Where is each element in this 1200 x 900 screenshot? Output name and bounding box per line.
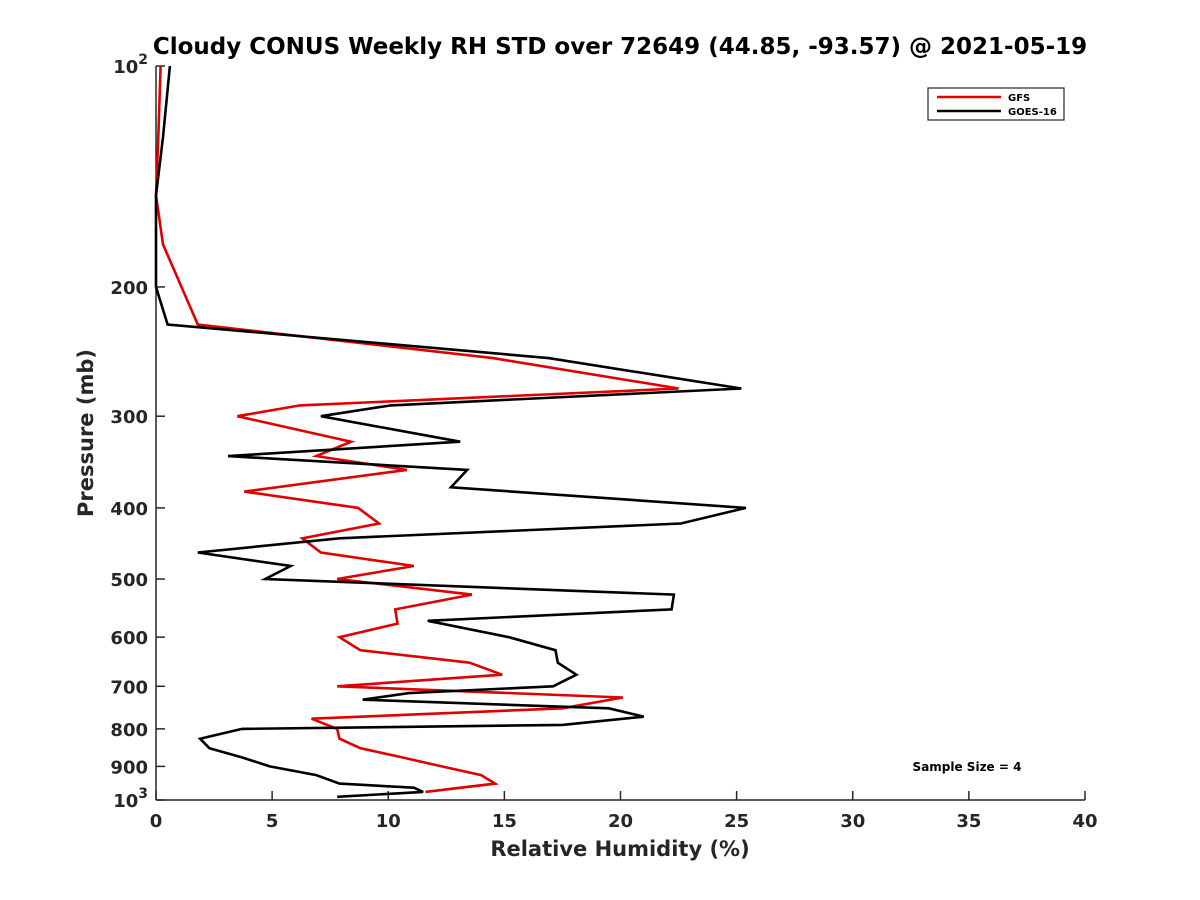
x-tick-label-10: 10 [376,811,401,832]
sample-size-annotation: Sample Size = 4 [913,760,1022,774]
x-axis-label: Relative Humidity (%) [490,837,749,861]
y-tick-label-900: 900 [110,757,148,778]
legend-box [927,87,1065,121]
y-tick-label-100: 102 [113,52,148,78]
y-tick-label-400: 400 [110,499,148,520]
legend: GFS GOES-16 [927,87,1065,121]
x-tick-label-25: 25 [724,811,749,832]
y-tick-exponent: 3 [138,786,148,802]
x-tick-label-40: 40 [1072,811,1097,832]
x-tick-label-30: 30 [840,811,865,832]
y-tick-label-800: 800 [110,720,148,741]
series-line-goes-16 [154,65,747,799]
y-tick-label-300: 300 [110,407,148,428]
y-tick-label-600: 600 [110,628,148,649]
y-tick-exponent: 2 [138,52,148,68]
x-tick-label-5: 5 [266,811,279,832]
chart-title: Cloudy CONUS Weekly RH STD over 72649 (4… [153,34,1087,60]
x-axis: 0 5 10 15 20 25 30 35 40 [150,791,1098,832]
x-tick-label-35: 35 [956,811,981,832]
y-tick-label-200: 200 [110,278,148,299]
x-tick-label-15: 15 [492,811,517,832]
y-tick-label-1000: 103 [113,786,148,812]
x-tick-label-20: 20 [608,811,633,832]
series-layer [154,65,747,799]
legend-items: GFS GOES-16 [937,93,1057,118]
y-axis-label: Pressure (mb) [74,349,98,517]
x-tick-label-0: 0 [150,811,163,832]
y-tick-label-700: 700 [110,677,148,698]
legend-label-goes-16: GOES-16 [1008,107,1057,118]
y-tick-label-500: 500 [110,570,148,591]
y-tick-base: 10 [113,791,138,812]
series-line-gfs [154,65,679,794]
y-tick-base: 10 [113,57,138,78]
legend-label-gfs: GFS [1008,93,1030,104]
